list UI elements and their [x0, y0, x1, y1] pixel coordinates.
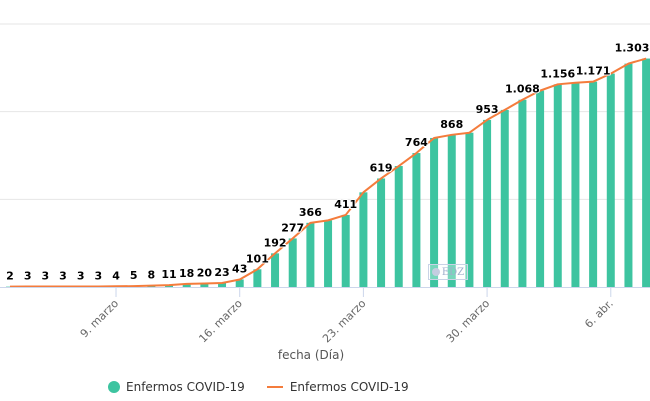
data-label: 953 [476, 103, 499, 116]
bar[interactable] [483, 119, 492, 287]
legend-item-line[interactable]: Enfermos COVID-19 [266, 380, 409, 394]
bar[interactable] [430, 137, 439, 287]
legend-dot-icon [108, 381, 120, 393]
bar[interactable] [288, 238, 297, 287]
bar[interactable] [518, 99, 527, 287]
data-label: 101 [246, 252, 269, 265]
data-label: 20 [197, 266, 213, 279]
data-label: 3 [24, 269, 32, 282]
data-label: 411 [334, 198, 357, 211]
bar[interactable] [642, 58, 650, 288]
bar[interactable] [235, 279, 244, 287]
x-tick-label: 30. marzo [444, 297, 493, 346]
data-label: 1.303 [615, 42, 650, 55]
data-label: 3 [59, 269, 67, 282]
watermark: EDZ [428, 264, 468, 280]
bar[interactable] [624, 63, 633, 287]
bar[interactable] [200, 283, 209, 287]
legend-item-bars[interactable]: Enfermos COVID-19 [108, 380, 245, 394]
data-label: 868 [440, 118, 463, 131]
data-label: 2 [6, 270, 14, 283]
bar[interactable] [306, 222, 315, 287]
line-path[interactable] [9, 57, 647, 288]
data-label: 3 [95, 269, 103, 282]
data-label: 1.068 [505, 83, 540, 96]
data-label: 3 [42, 269, 50, 282]
bar[interactable] [536, 90, 545, 287]
bar[interactable] [6, 286, 14, 288]
bar[interactable] [571, 82, 580, 287]
x-tick-label: 9. marzo [78, 297, 122, 341]
data-label: 18 [179, 267, 194, 280]
watermark-logo-icon [431, 268, 440, 276]
data-label: 43 [232, 262, 247, 275]
data-label: 4 [112, 269, 120, 282]
data-label: 1.171 [576, 65, 611, 78]
bar[interactable] [447, 134, 456, 287]
bar[interactable] [341, 214, 350, 287]
data-label: 11 [161, 268, 176, 281]
gridlines [0, 23, 650, 200]
data-labels: 2 3 3 3 3 3 4 5 8 11 18 20 23 43101192277366411619764… [5, 41, 650, 284]
data-label: 366 [299, 206, 322, 219]
x-axis: 9. marzo 16. marzo 23. marzo 30. marzo 6. ab… [0, 287, 650, 345]
x-tick-label: 23. marzo [320, 297, 369, 346]
data-label: 764 [405, 136, 428, 149]
bar[interactable] [500, 109, 509, 287]
data-label: 1.156 [540, 67, 575, 80]
bar[interactable] [253, 269, 262, 287]
data-label: 192 [264, 236, 287, 249]
legend-label: Enfermos COVID-19 [289, 380, 409, 394]
bar[interactable] [606, 73, 615, 288]
x-tick-label: 6. abr. [582, 297, 616, 331]
x-tick-label: 16. marzo [196, 297, 245, 346]
watermark-text: EDZ [441, 266, 465, 278]
data-label: 277 [281, 221, 304, 234]
data-label: 8 [148, 269, 156, 282]
data-label: 619 [370, 161, 393, 174]
bar[interactable] [182, 283, 191, 287]
bar[interactable] [412, 153, 421, 287]
legend-line-icon [266, 386, 283, 388]
bar[interactable] [465, 132, 474, 287]
x-axis-title: fecha (Día) [278, 348, 344, 362]
data-label: 5 [130, 269, 138, 282]
data-label: 3 [77, 269, 85, 282]
legend: Enfermos COVID-19 Enfermos COVID-19 [108, 380, 431, 394]
bar[interactable] [324, 220, 333, 287]
legend-label: Enfermos COVID-19 [126, 380, 245, 394]
data-label: 23 [214, 266, 229, 279]
bar[interactable] [553, 84, 562, 287]
bar[interactable] [359, 192, 368, 287]
bar[interactable] [271, 253, 280, 287]
line-series [9, 57, 647, 288]
bar-series [6, 58, 650, 288]
bar[interactable] [394, 166, 403, 287]
bar[interactable] [589, 81, 598, 288]
bar[interactable] [377, 178, 386, 287]
bar[interactable] [218, 282, 227, 287]
